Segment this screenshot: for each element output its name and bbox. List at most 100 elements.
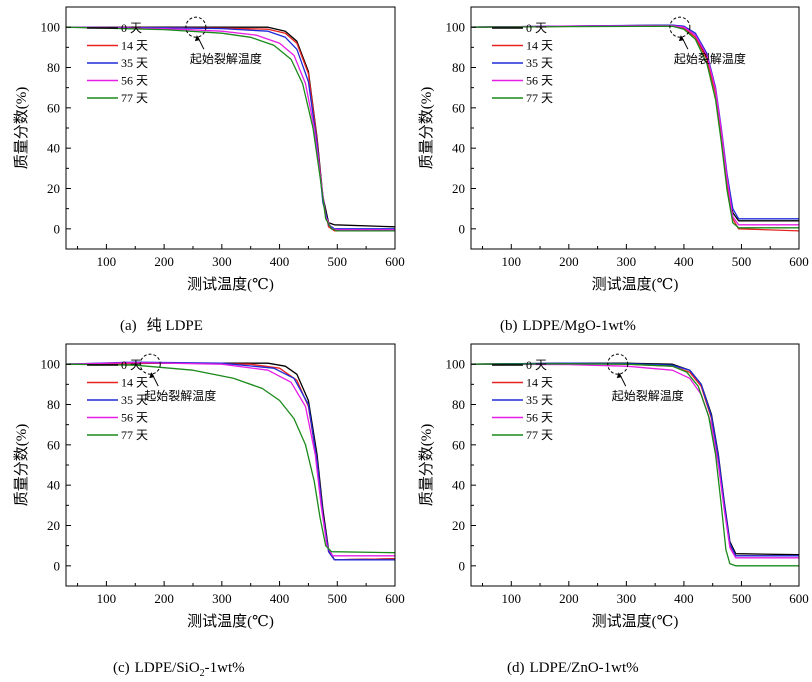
chart-a-ytick-label-0: 0: [54, 221, 61, 236]
chart-c-series-0-line: [66, 362, 395, 561]
chart-b-ytick-label-0: 0: [459, 221, 466, 236]
chart-a-legend-2-label: 35 天: [121, 56, 148, 70]
chart-a-legend-3-label: 56 天: [121, 74, 148, 88]
chart-d-legend-3-label: 56 天: [526, 411, 553, 425]
chart-d-xtick-label-600: 600: [789, 591, 809, 606]
chart-c-frame: [65, 343, 396, 587]
chart-c-xtick-label-600: 600: [385, 591, 405, 606]
chart-b-legend-0-label: 0 天: [526, 21, 547, 35]
chart-a-ytick-label-60: 60: [47, 100, 60, 115]
chart-d-series-4-line: [471, 363, 799, 567]
chart-b-legend-1-label: 14 天: [526, 39, 553, 53]
chart-c-ytick-label-20: 20: [47, 518, 60, 533]
chart-d-annotation-arrowhead: [616, 372, 622, 379]
chart-c-xtick-label-400: 400: [270, 591, 290, 606]
chart-a-xtick-label-300: 300: [212, 254, 232, 269]
chart-b-ytick-label-60: 60: [452, 100, 465, 115]
chart-b-xtick-label-600: 600: [789, 254, 809, 269]
chart-a-xtick-label-100: 100: [97, 254, 117, 269]
chart-c-ytick-label-100: 100: [41, 357, 61, 372]
chart-a-xtick-label-600: 600: [385, 254, 405, 269]
chart-d-xlabel: 测试温度(℃): [592, 613, 679, 630]
chart-b-series-1-line: [471, 24, 799, 232]
chart-c-series-2-line: [66, 361, 395, 561]
chart-a-xtick-label-400: 400: [270, 254, 290, 269]
chart-a-xlabel: 测试温度(℃): [187, 276, 274, 293]
chart-b-xtick-label-500: 500: [732, 254, 752, 269]
chart-a-legend-0-label: 0 天: [121, 21, 142, 35]
chart-b-annotation-arrowhead: [678, 35, 684, 42]
caption-a: (a) 纯 LDPE: [120, 317, 203, 334]
chart-c-legend-3-label: 56 天: [121, 411, 148, 425]
chart-b-xtick-label-300: 300: [617, 254, 637, 269]
chart-d-annotation-label: 起始裂解温度: [612, 388, 684, 403]
chart-c-ytick-label-80: 80: [47, 397, 60, 412]
chart-c-legend-2-label: 35 天: [121, 393, 148, 407]
caption-b-text: LDPE/MgO-1wt%: [523, 318, 636, 334]
panel-d: 100 200 300 400 500 600 0 20 40 60 80 100 测试温度(℃) 质量分…: [418, 343, 809, 630]
chart-a-annotation-circle: [185, 16, 207, 38]
chart-c-annotation-label: 起始裂解温度: [144, 388, 216, 403]
chart-b-annotation-circle: [669, 16, 691, 38]
chart-a-frame: [65, 6, 396, 250]
caption-b: (b) LDPE/MgO-1wt%: [500, 318, 636, 334]
chart-a-annotation-arrowhead: [194, 35, 200, 42]
chart-c-series-group: [66, 361, 395, 561]
chart-b-ylabel: 质量分数(%): [418, 87, 435, 170]
chart-b-ytick-label-100: 100: [446, 20, 466, 35]
chart-a-ytick-label-20: 20: [47, 181, 60, 196]
chart-c-ytick-label-40: 40: [47, 478, 60, 493]
chart-d-ylabel: 质量分数(%): [418, 424, 435, 507]
chart-c-xtick-label-500: 500: [328, 591, 348, 606]
caption-c-sub: 2: [200, 668, 205, 679]
chart-b-legend-2-label: 35 天: [526, 56, 553, 70]
chart-a-ytick-label-100: 100: [41, 20, 61, 35]
chart-b-legend-3-label: 56 天: [526, 74, 553, 88]
chart-d-legend-1-label: 14 天: [526, 376, 553, 390]
chart-d-ytick-label-0: 0: [459, 558, 466, 573]
caption-a-text: 纯 LDPE: [147, 317, 203, 334]
chart-b-xtick-label-200: 200: [559, 254, 579, 269]
chart-c-legend-4-label: 77 天: [121, 428, 148, 442]
caption-d-text: LDPE/ZnO-1wt%: [530, 660, 639, 676]
chart-c-series-3-line: [66, 361, 395, 557]
chart-d-xtick-label-500: 500: [732, 591, 752, 606]
chart-b-ytick-label-80: 80: [452, 60, 465, 75]
chart-b-xtick-label-400: 400: [674, 254, 694, 269]
chart-b-series-group: [471, 24, 799, 232]
chart-b-legend-4-label: 77 天: [526, 91, 553, 105]
chart-b-series-3-line: [471, 24, 799, 226]
chart-d-ytick-label-20: 20: [452, 518, 465, 533]
chart-b-annotation-label: 起始裂解温度: [674, 51, 746, 66]
chart-d-ytick-label-80: 80: [452, 397, 465, 412]
chart-d-xtick-label-400: 400: [674, 591, 694, 606]
chart-d-ytick-label-40: 40: [452, 478, 465, 493]
caption-c: (c) LDPE/SiO2-1wt%: [113, 660, 245, 679]
chart-d-legend-0-label: 0 天: [526, 358, 547, 372]
caption-d: (d) LDPE/ZnO-1wt%: [507, 660, 639, 676]
caption-c-prefix: (c): [113, 660, 130, 676]
chart-d-ytick-label-60: 60: [452, 437, 465, 452]
chart-d-legend-2-label: 35 天: [526, 393, 553, 407]
chart-a-annotation-label: 起始裂解温度: [190, 51, 262, 66]
chart-d-xtick-label-300: 300: [617, 591, 637, 606]
caption-d-prefix: (d): [507, 660, 525, 676]
chart-c-xtick-label-200: 200: [154, 591, 174, 606]
chart-d-legend-4-label: 77 天: [526, 428, 553, 442]
chart-b-xtick-label-100: 100: [502, 254, 522, 269]
caption-a-prefix: (a): [120, 318, 137, 334]
caption-c-text: LDPE/SiO: [135, 660, 200, 676]
chart-b-xlabel: 测试温度(℃): [592, 276, 679, 293]
chart-d-ytick-label-100: 100: [446, 357, 466, 372]
chart-c-ytick-label-60: 60: [47, 437, 60, 452]
chart-a-xtick-label-200: 200: [154, 254, 174, 269]
chart-b-series-4-line: [471, 25, 799, 229]
panel-c: 100 200 300 400 500 600 0 20 40 60 80 100 测试温度(℃) 质量分…: [13, 343, 405, 630]
chart-d-annotation-circle: [607, 353, 629, 375]
chart-d-frame: [470, 343, 800, 587]
chart-a-legend-1-label: 14 天: [121, 39, 148, 53]
chart-d-series-group: [471, 362, 799, 567]
chart-a-legend-4-label: 77 天: [121, 91, 148, 105]
chart-c-annotation-arrowhead: [149, 372, 155, 379]
